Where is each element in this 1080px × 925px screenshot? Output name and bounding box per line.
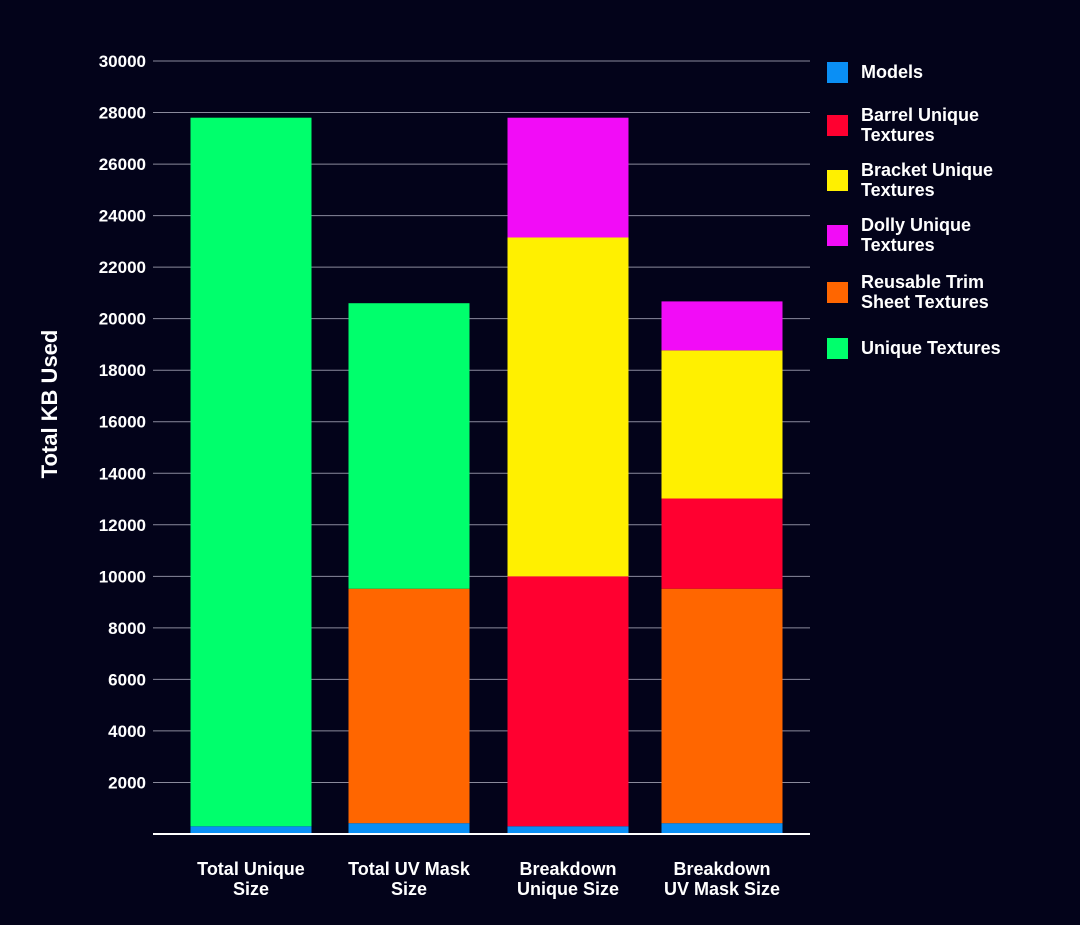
legend-item: Bracket Unique Textures (827, 160, 993, 200)
bar-segment (661, 823, 783, 834)
legend-label: Unique Textures (861, 338, 1001, 358)
y-tick-label: 2000 (108, 773, 146, 792)
legend-swatch (827, 170, 848, 191)
y-tick-label: 28000 (99, 104, 146, 123)
y-tick-label: 22000 (99, 258, 146, 277)
bar-segment (507, 117, 629, 238)
y-tick-label: 30000 (99, 52, 146, 71)
x-tick-labels: Total Unique Size Total UV Mask Size Breakdo… (197, 859, 780, 899)
y-tick-label: 14000 (99, 464, 146, 483)
y-tick-label: 26000 (99, 155, 146, 174)
legend-label: Reusable Trim Sheet Textures (861, 272, 989, 312)
bar-segment (348, 303, 470, 589)
y-tick-label: 4000 (108, 722, 146, 741)
bar-segment (661, 498, 783, 589)
x-tick-label: Total Unique Size (197, 859, 305, 899)
y-tick-label: 8000 (108, 619, 146, 638)
x-tick-label: Total UV Mask Size (348, 859, 471, 899)
y-tick-label: 12000 (99, 516, 146, 535)
legend-label: Models (861, 62, 923, 82)
legend-item: Models (827, 62, 923, 83)
legend-item: Dolly Unique Textures (827, 215, 971, 255)
legend-swatch (827, 282, 848, 303)
x-tick-label: Breakdown UV Mask Size (664, 859, 780, 899)
y-tick-label: 16000 (99, 413, 146, 432)
legend-swatch (827, 115, 848, 136)
bar-segment (507, 826, 629, 834)
bars (190, 117, 783, 834)
bar-segment (507, 576, 629, 827)
bar-segment (661, 350, 783, 499)
bar-segment (190, 117, 312, 827)
legend-label: Bracket Unique Textures (861, 160, 993, 200)
bar-segment (661, 588, 783, 824)
legend-label: Barrel Unique Textures (861, 105, 979, 145)
bar-segment (190, 826, 312, 834)
legend-label: Dolly Unique Textures (861, 215, 971, 255)
bar-segment (348, 588, 470, 824)
y-tick-label: 6000 (108, 670, 146, 689)
legend-item: Unique Textures (827, 338, 1001, 359)
legend-swatch (827, 62, 848, 83)
x-tick-label: Breakdown Unique Size (517, 859, 619, 899)
y-axis-label: Total KB Used (37, 330, 62, 479)
bar-segment (507, 237, 629, 577)
y-tick-label: 24000 (99, 207, 146, 226)
legend-item: Barrel Unique Textures (827, 105, 979, 145)
legend-item: Reusable Trim Sheet Textures (827, 272, 989, 312)
bar-segment (661, 301, 783, 351)
legend-swatch (827, 225, 848, 246)
y-tick-label: 18000 (99, 361, 146, 380)
y-tick-label: 20000 (99, 310, 146, 329)
y-tick-label: 10000 (99, 567, 146, 586)
legend: Models Barrel Unique Textures Bracket Uniqu… (827, 62, 1001, 359)
bar-segment (348, 823, 470, 834)
legend-swatch (827, 338, 848, 359)
y-tick-labels: 2000 4000 6000 8000 10000 12000 14000 16000 1800… (99, 52, 146, 792)
